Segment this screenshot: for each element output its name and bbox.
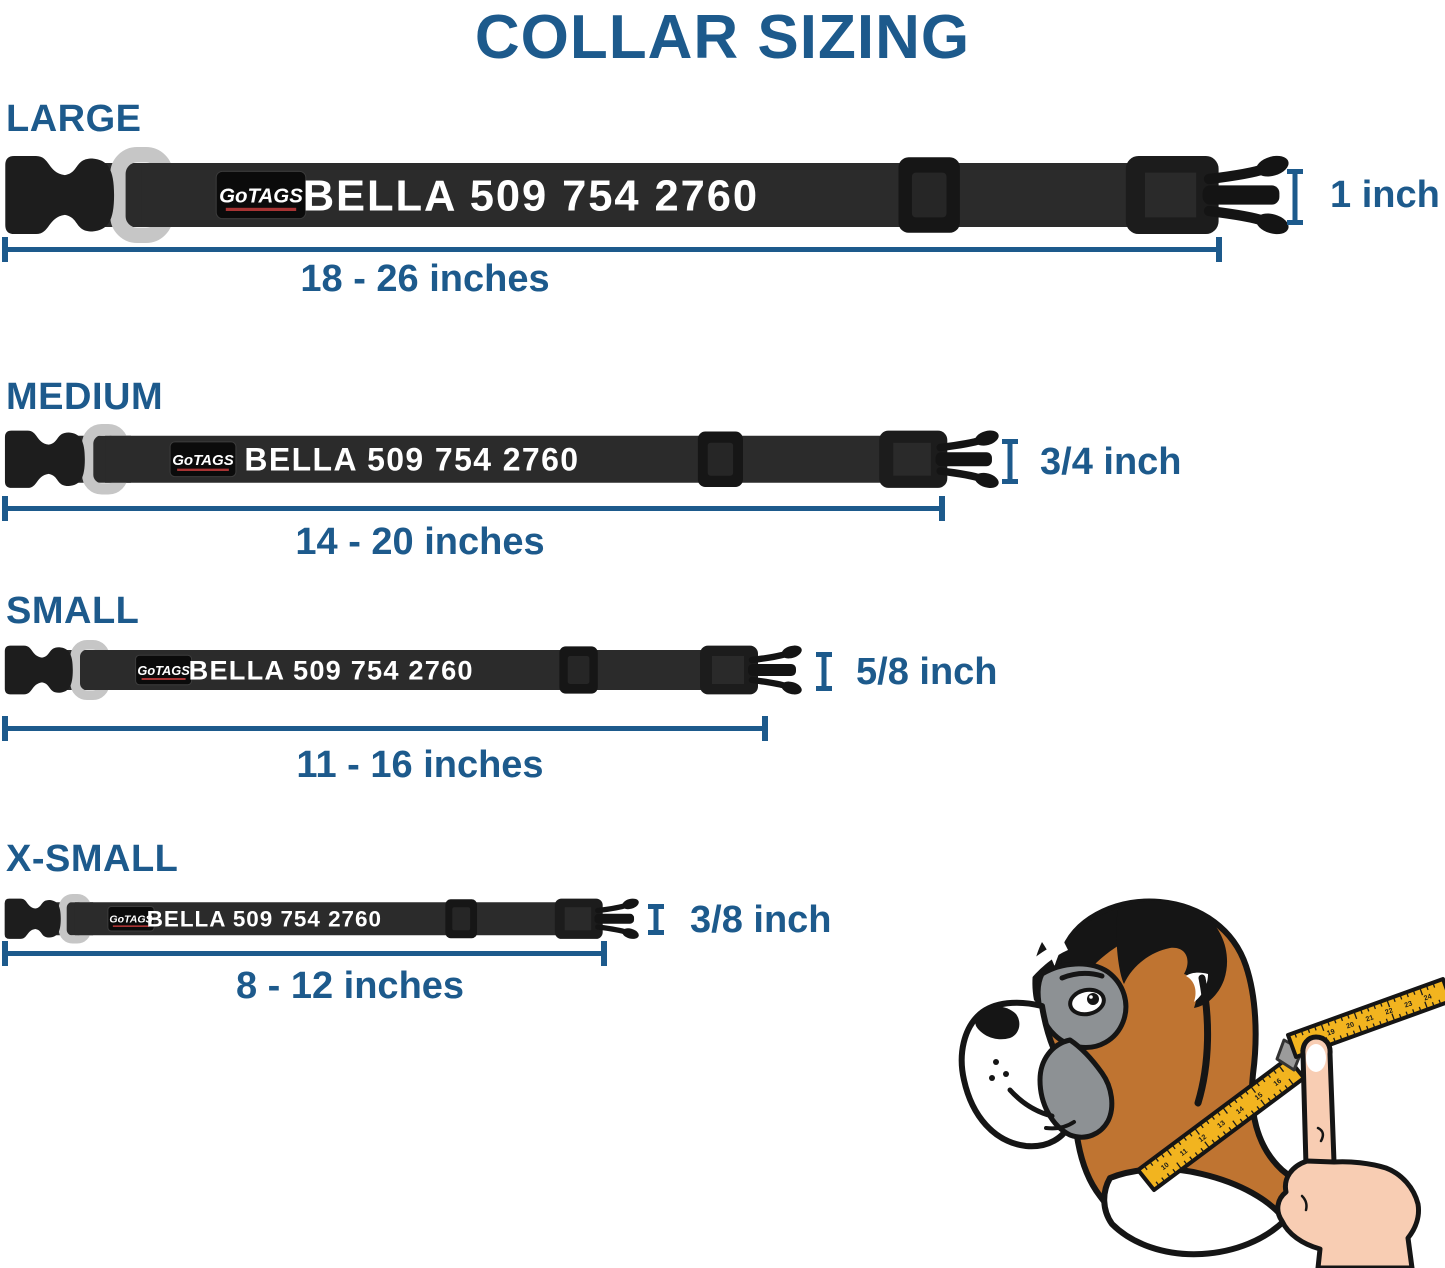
svg-text:12: 12 — [1198, 1134, 1209, 1144]
svg-text:21: 21 — [1365, 1014, 1375, 1023]
width-label-small: 5/8 inch — [856, 651, 998, 693]
width-indicator-small — [816, 652, 832, 691]
tape-ticks-upper: 18192021222324 — [1294, 983, 1442, 1055]
collar-personalization-text: BELLA 509 754 2760 — [189, 655, 474, 686]
svg-text:11: 11 — [1179, 1148, 1189, 1158]
strap — [141, 163, 1162, 227]
size-label-xsmall: X-SMALL — [6, 838, 179, 880]
dog-head-highlight — [1022, 942, 1068, 980]
width-indicator-medium — [1002, 439, 1018, 484]
strap — [74, 902, 573, 936]
left-buckle — [5, 155, 115, 235]
measuring-tape-upper-band — [1286, 977, 1445, 1059]
width-label-large: 1 inch — [1330, 174, 1440, 216]
svg-text:19: 19 — [1326, 1028, 1336, 1037]
svg-text:23: 23 — [1404, 1000, 1414, 1009]
svg-text:15: 15 — [1254, 1092, 1265, 1102]
gotags-logo-text: GoTAGS — [172, 452, 234, 469]
svg-text:22: 22 — [1384, 1007, 1394, 1016]
finger-crease — [1316, 1126, 1325, 1143]
length-measure-line-medium — [2, 496, 945, 521]
left-buckle — [4, 898, 61, 939]
strap — [105, 435, 906, 483]
gotags-underline — [141, 678, 186, 680]
page-title: COLLAR SIZING — [474, 3, 971, 72]
gotags-underline — [112, 925, 150, 927]
strap — [90, 650, 722, 690]
dog-pupil — [1087, 993, 1099, 1005]
dog-whisker-dot — [989, 1075, 995, 1081]
gotags-patch — [169, 441, 237, 478]
gotags-logo-text: GoTAGS — [137, 663, 190, 678]
width-indicator-large — [1287, 169, 1303, 225]
range-label-large: 18 - 26 inches — [300, 258, 550, 300]
size-label-medium: MEDIUM — [6, 376, 164, 418]
width-label-medium: 3/4 inch — [1040, 441, 1182, 483]
size-label-small: SMALL — [6, 590, 140, 632]
left-buckle — [4, 645, 73, 695]
collar-graphic-large: GoTAGS BELLA 509 754 2760 — [5, 147, 1289, 243]
dog-whisker-dot — [993, 1059, 999, 1065]
dog-nose — [974, 1006, 1020, 1040]
dog-jowl — [1037, 1037, 1115, 1140]
collar-graphic-medium: GoTAGS BELLA 509 754 2760 — [4, 424, 999, 495]
gotags-patch — [135, 654, 193, 686]
dog-head-top-patch — [1061, 904, 1212, 994]
dog-lip-line — [1044, 1120, 1076, 1131]
tape-ticks-lower: 10 11 12 13 14 15 16 — [1143, 1065, 1294, 1186]
range-label-small: 11 - 16 inches — [296, 744, 544, 786]
svg-text:20: 20 — [1346, 1021, 1356, 1030]
gotags-underline — [225, 207, 297, 211]
dog-brow-line — [1059, 970, 1105, 981]
width-label-xsmall: 3/8 inch — [690, 899, 832, 941]
range-label-xsmall: 8 - 12 inches — [235, 965, 465, 1007]
dog-chest-patch — [1101, 1166, 1288, 1258]
gotags-patch — [107, 906, 155, 932]
length-measure-line-xsmall — [2, 941, 607, 966]
svg-text:16: 16 — [1273, 1078, 1284, 1088]
length-measure-line-small — [2, 716, 768, 741]
knuckle-crease — [1300, 1194, 1308, 1212]
gotags-logo-text: GoTAGS — [219, 185, 303, 208]
dog-whisker-dot — [1003, 1071, 1009, 1077]
width-indicator-xsmall — [648, 904, 664, 935]
dog-cheek-line — [1194, 974, 1212, 1107]
collar-personalization-text: BELLA 509 754 2760 — [244, 442, 579, 478]
svg-text:14: 14 — [1235, 1106, 1246, 1116]
length-measure-line-large — [2, 237, 1222, 262]
svg-text:10: 10 — [1160, 1162, 1171, 1172]
dog-eye-glint — [1089, 995, 1093, 999]
svg-text:24: 24 — [1423, 993, 1433, 1002]
left-buckle — [4, 430, 85, 488]
gotags-logo-text: GoTAGS — [109, 914, 152, 926]
gotags-underline — [177, 468, 229, 471]
collar-personalization-text: BELLA 509 754 2760 — [147, 907, 382, 932]
range-label-medium: 14 - 20 inches — [295, 521, 545, 563]
size-label-large: LARGE — [6, 98, 142, 140]
dog-mouth-line — [1007, 1087, 1055, 1119]
svg-text:13: 13 — [1216, 1120, 1227, 1130]
fingernail — [1306, 1044, 1326, 1072]
collar-personalization-text: BELLA 509 754 2760 — [303, 172, 759, 220]
gotags-patch — [215, 170, 307, 220]
hand-fist — [1275, 1158, 1421, 1268]
